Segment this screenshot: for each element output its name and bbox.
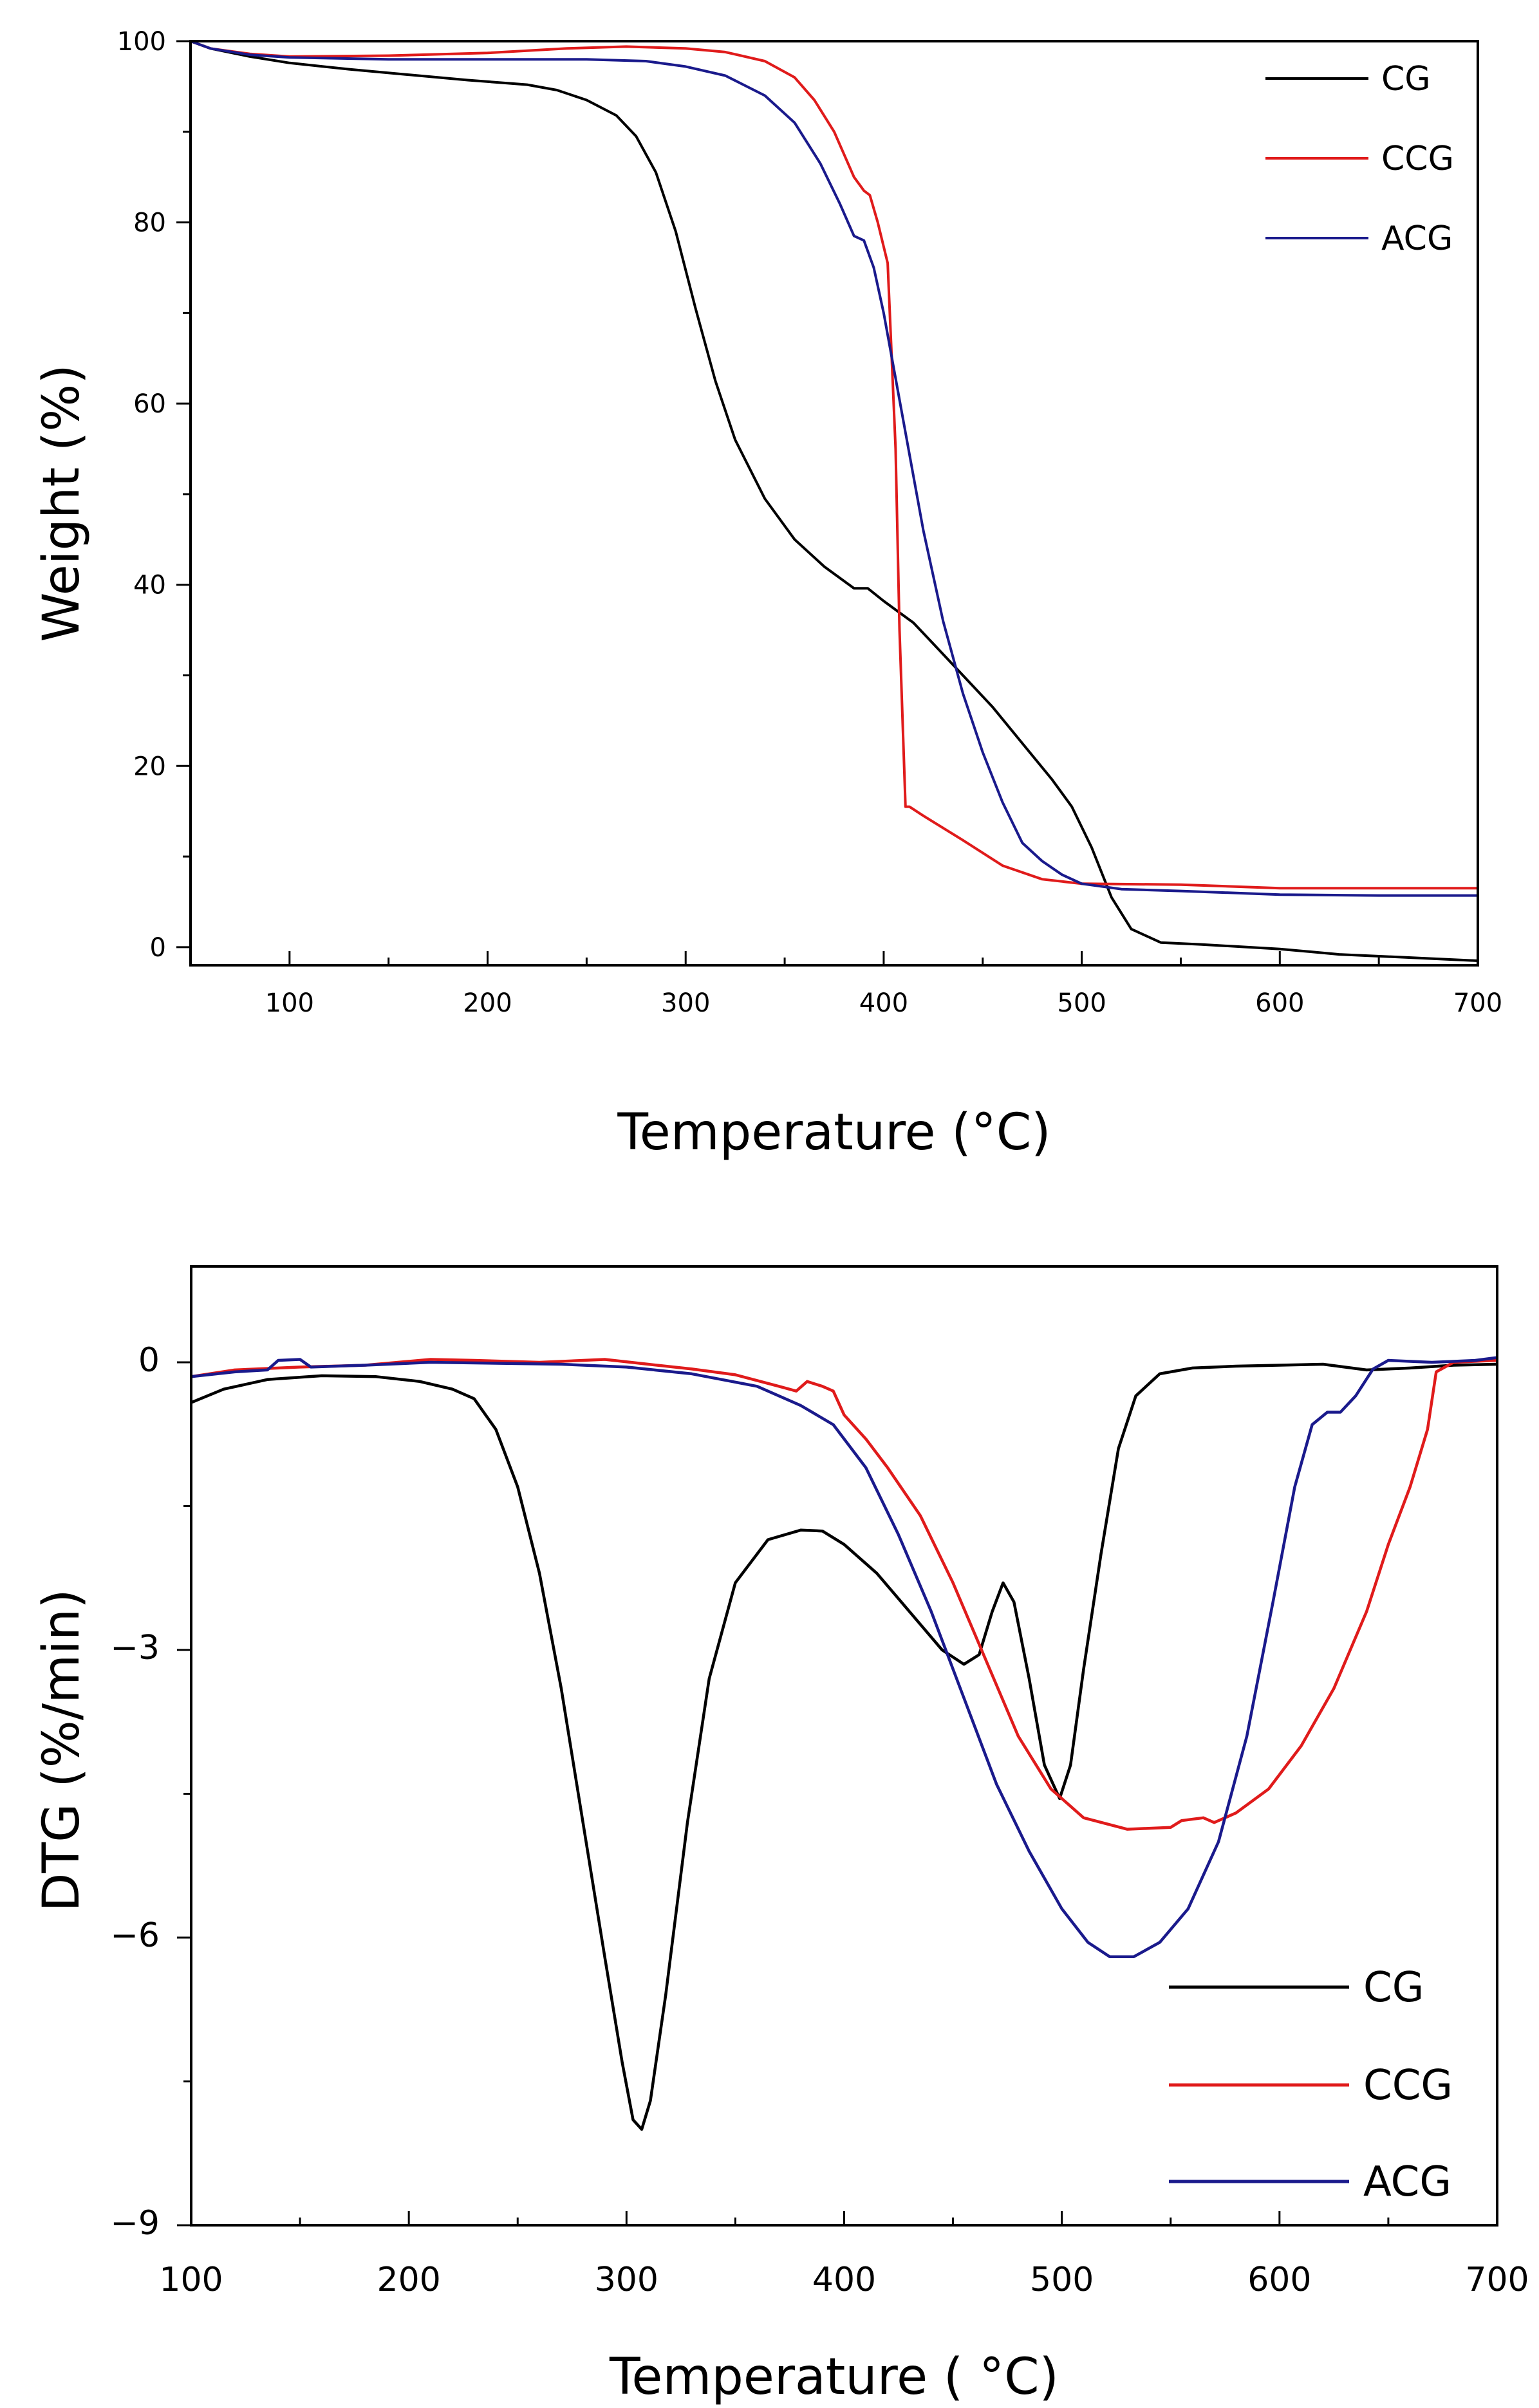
tga-plot-frame xyxy=(189,40,1479,967)
tga-x-tick-label: 400 xyxy=(859,988,908,1018)
dtg-x-axis-title: Temperature ( °C) xyxy=(609,2348,1059,2406)
tga-line-cg xyxy=(191,41,1478,962)
dtg-y-tick-label: −3 xyxy=(110,1629,160,1667)
dtg-x-tick-label: 100 xyxy=(159,2261,223,2299)
tga-chart: 100 200 300 400 500 600 700 0 20 40 60 80 100 Weight… xyxy=(33,27,1502,1162)
dtg-legend: CG CCG ACG xyxy=(1169,1964,1453,2206)
dtg-y-tick-label: −9 xyxy=(110,2204,160,2243)
tga-y-tick-label: 20 xyxy=(133,752,166,781)
tga-legend: CG CCG ACG xyxy=(1265,60,1454,258)
tga-line-ccg xyxy=(191,41,1478,890)
tga-axis-ticks: 100 200 300 400 500 600 700 0 20 40 60 80 100 xyxy=(117,27,1503,1018)
dtg-legend-label-acg: ACG xyxy=(1363,2158,1451,2206)
tga-line-acg xyxy=(191,41,1478,897)
tga-y-tick-label: 80 xyxy=(133,208,166,238)
tga-y-tick-label: 0 xyxy=(150,933,166,963)
tga-legend-label-ccg: CCG xyxy=(1381,140,1454,178)
tga-x-tick-label: 600 xyxy=(1255,988,1304,1018)
dtg-axis-ticks: 100 200 300 400 500 600 700 0 −3 −6 −9 xyxy=(110,1341,1529,2299)
dtg-chart: 100 200 300 400 500 600 700 0 −3 −6 −9 DTG (%/min)… xyxy=(33,1265,1529,2406)
dtg-x-tick-label: 700 xyxy=(1465,2261,1529,2299)
tga-x-tick-label: 100 xyxy=(265,988,314,1018)
tga-y-tick-label: 60 xyxy=(133,389,166,419)
dtg-x-tick-label: 400 xyxy=(812,2261,876,2299)
dtg-line-ccg xyxy=(191,1358,1497,1831)
dtg-x-tick-label: 600 xyxy=(1247,2261,1311,2299)
dtg-series-lines xyxy=(191,1356,1497,2131)
dtg-x-tick-label: 500 xyxy=(1030,2261,1094,2299)
tga-y-axis-title: Weight (%) xyxy=(33,364,91,642)
dtg-x-tick-label: 200 xyxy=(377,2261,441,2299)
dtg-y-axis-title: DTG (%/min) xyxy=(33,1589,91,1911)
dtg-y-tick-label: 0 xyxy=(138,1341,160,1380)
tga-x-axis-title: Temperature (°C) xyxy=(617,1104,1050,1162)
tga-x-tick-label: 500 xyxy=(1057,988,1106,1018)
tga-legend-label-cg: CG xyxy=(1381,60,1431,98)
dtg-line-acg xyxy=(191,1356,1497,1959)
dtg-legend-label-ccg: CCG xyxy=(1363,2062,1453,2109)
dtg-y-tick-label: −6 xyxy=(110,1916,160,1955)
tga-x-tick-label: 200 xyxy=(463,988,512,1018)
tga-y-tick-label: 40 xyxy=(133,571,166,600)
tga-legend-label-acg: ACG xyxy=(1381,219,1453,258)
tga-y-tick-label: 100 xyxy=(117,27,166,57)
tga-x-tick-label: 700 xyxy=(1453,988,1502,1018)
tga-x-tick-label: 300 xyxy=(661,988,710,1018)
dtg-legend-label-cg: CG xyxy=(1363,1964,1424,2012)
tga-series-lines xyxy=(191,41,1478,962)
dtg-line-cg xyxy=(191,1362,1497,2131)
dtg-x-tick-label: 300 xyxy=(595,2261,658,2299)
